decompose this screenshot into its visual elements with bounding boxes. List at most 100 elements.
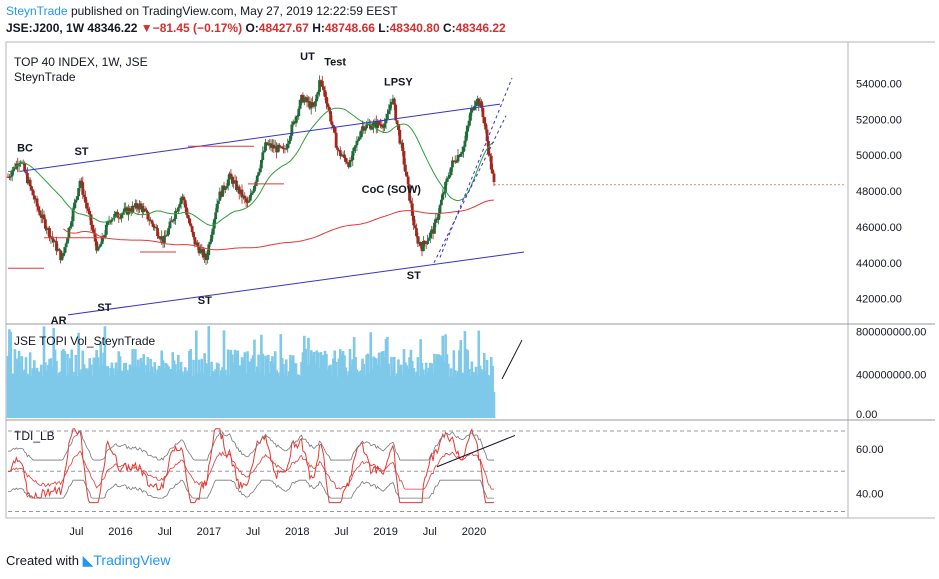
volume-bar (303, 335, 306, 418)
volume-bar (185, 372, 188, 418)
volume-bar (62, 349, 65, 418)
candle-body (199, 249, 202, 254)
candle-body (79, 180, 83, 183)
volume-bar (71, 376, 75, 418)
volume-bar (262, 375, 266, 418)
volume-bar (46, 365, 50, 418)
volume-bar (304, 348, 307, 418)
candle-body (9, 176, 13, 178)
candle-body (261, 152, 265, 160)
volume-bar (100, 364, 104, 418)
volume-bar (9, 331, 13, 418)
volume-bar (309, 350, 313, 418)
volume-bar (286, 376, 289, 418)
candle-body (182, 196, 186, 201)
volume-bar (179, 361, 183, 418)
volume-bar (56, 375, 60, 418)
price-pane[interactable]: BC ST AR ST ST UT Test LPSY CoC (SOW) ST (6, 51, 846, 327)
candle-body (433, 222, 436, 234)
volume-bar (17, 350, 21, 418)
volume-bar (307, 337, 310, 418)
volume-bar (188, 350, 191, 418)
volume-bar (369, 332, 373, 418)
candle-body (286, 143, 290, 149)
candle-body (84, 196, 87, 203)
ma-green-line (7, 107, 495, 226)
candle-body (467, 120, 471, 127)
candle-body (325, 96, 328, 104)
candle-body (482, 117, 486, 124)
candle-body (336, 147, 339, 150)
volume-bar (236, 350, 240, 418)
volume-bar (334, 361, 338, 418)
volume-bar (319, 352, 323, 418)
volume-bar (290, 360, 294, 418)
candle-body (99, 243, 103, 247)
tradingview-brand[interactable]: TradingView (93, 552, 171, 568)
candle-body (419, 242, 423, 246)
candle-body (470, 107, 474, 113)
candle-body (462, 146, 465, 152)
candle-body (315, 94, 319, 102)
volume-bar (365, 354, 368, 418)
volume-axis-tick: 0.00 (856, 409, 877, 421)
volume-bar (419, 339, 422, 418)
volume-bar (141, 362, 144, 418)
volume-bar (16, 358, 19, 418)
candle-body (413, 225, 417, 229)
volume-bar (323, 350, 327, 418)
candle-body (74, 199, 78, 203)
time-axis-tick: 2020 (462, 526, 486, 538)
volume-bar (417, 375, 421, 418)
volume-bar (318, 368, 321, 418)
candle-body (416, 236, 420, 244)
volume-bar (239, 365, 242, 418)
volume-bar (347, 371, 350, 418)
candle-body (135, 203, 139, 209)
candle-body (60, 256, 64, 261)
tdi-pane[interactable] (7, 428, 846, 513)
candle-body (322, 86, 326, 91)
volume-bar (237, 365, 241, 418)
author-link[interactable]: SteynTrade (6, 4, 68, 18)
volume-bar (337, 358, 341, 418)
volume-bar (38, 372, 42, 418)
volume-bar (195, 330, 198, 418)
candle-body (186, 214, 190, 219)
candle-body (323, 90, 327, 97)
volume-pane[interactable] (6, 326, 523, 418)
volume-bar (63, 351, 67, 418)
volume-bar (49, 358, 53, 418)
candle-body (451, 160, 454, 168)
candle-body (95, 241, 99, 251)
volume-bar (183, 367, 187, 418)
candle-body (492, 173, 496, 183)
candle-body (97, 246, 101, 248)
volume-bar (15, 359, 18, 418)
wyckoff-annotation: LPSY (384, 76, 413, 88)
volume-bar (275, 370, 278, 418)
candle-body (154, 226, 158, 229)
volume-bar (80, 369, 83, 418)
candle-body (334, 132, 338, 148)
volume-bar (92, 357, 96, 418)
last-price: 48346.22 (87, 21, 138, 35)
volume-bar (190, 376, 194, 418)
candle-body (372, 122, 375, 128)
candle-body (294, 116, 298, 124)
volume-bar (430, 363, 433, 418)
wyckoff-annotation: ST (407, 270, 421, 282)
candle-body (388, 104, 392, 111)
volume-bar (114, 362, 118, 418)
volume-bar (276, 372, 280, 418)
candle-body (23, 163, 27, 172)
volume-bar (273, 351, 277, 418)
volume-bar (377, 352, 381, 418)
candle-body (57, 249, 61, 251)
candle-body (257, 172, 261, 176)
volume-bar (260, 334, 263, 418)
volume-bar (358, 371, 361, 418)
candle-body (193, 237, 197, 245)
volume-bar (314, 364, 317, 418)
